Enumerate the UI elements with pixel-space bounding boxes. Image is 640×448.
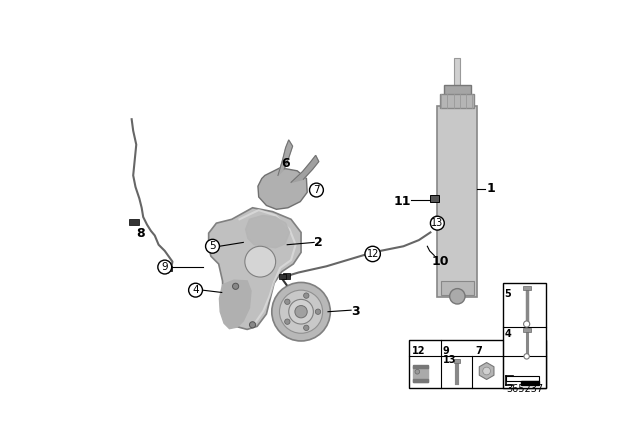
FancyBboxPatch shape <box>503 283 546 388</box>
FancyBboxPatch shape <box>523 286 531 290</box>
Circle shape <box>524 321 530 327</box>
Polygon shape <box>520 381 539 385</box>
Polygon shape <box>246 215 289 248</box>
Text: 7: 7 <box>313 185 320 195</box>
Text: 8: 8 <box>136 228 145 241</box>
FancyBboxPatch shape <box>164 266 172 271</box>
Circle shape <box>310 183 323 197</box>
FancyBboxPatch shape <box>279 274 285 280</box>
Polygon shape <box>220 280 251 329</box>
Circle shape <box>285 319 290 324</box>
Circle shape <box>232 283 239 289</box>
Text: 12: 12 <box>412 346 426 356</box>
Circle shape <box>245 246 276 277</box>
Circle shape <box>272 282 330 341</box>
Polygon shape <box>413 379 428 382</box>
Text: 12: 12 <box>367 249 379 259</box>
FancyBboxPatch shape <box>129 220 140 225</box>
Circle shape <box>431 216 444 230</box>
Circle shape <box>289 299 314 324</box>
Circle shape <box>524 353 529 359</box>
FancyBboxPatch shape <box>454 58 460 87</box>
Circle shape <box>303 325 309 331</box>
Circle shape <box>450 289 465 304</box>
Text: 4: 4 <box>504 329 511 340</box>
Text: 5: 5 <box>504 289 511 299</box>
Text: 5: 5 <box>209 241 216 251</box>
FancyBboxPatch shape <box>444 85 471 96</box>
Polygon shape <box>506 375 539 381</box>
Circle shape <box>295 306 307 318</box>
FancyBboxPatch shape <box>409 340 546 388</box>
Polygon shape <box>209 208 301 329</box>
Polygon shape <box>413 366 428 382</box>
Polygon shape <box>258 168 307 209</box>
Text: 1: 1 <box>486 182 495 195</box>
Text: 9: 9 <box>443 346 449 356</box>
Circle shape <box>205 239 220 253</box>
Polygon shape <box>291 155 319 182</box>
FancyBboxPatch shape <box>440 94 474 108</box>
Text: 4: 4 <box>192 285 199 295</box>
Circle shape <box>189 283 202 297</box>
Circle shape <box>365 246 380 262</box>
Text: 3: 3 <box>351 305 360 318</box>
Circle shape <box>158 260 172 274</box>
Text: 10: 10 <box>431 255 449 268</box>
FancyBboxPatch shape <box>441 281 474 295</box>
FancyBboxPatch shape <box>429 195 439 202</box>
Text: 365237: 365237 <box>506 384 543 394</box>
Circle shape <box>415 370 420 374</box>
Circle shape <box>250 322 255 328</box>
Circle shape <box>280 290 323 333</box>
Circle shape <box>316 309 321 314</box>
Text: 6: 6 <box>282 157 290 170</box>
Circle shape <box>303 293 309 298</box>
FancyBboxPatch shape <box>437 106 477 297</box>
Text: 13: 13 <box>443 355 456 365</box>
Text: 7: 7 <box>476 346 483 356</box>
Text: 9: 9 <box>161 262 168 272</box>
Circle shape <box>483 367 490 375</box>
Text: 13: 13 <box>431 218 444 228</box>
Circle shape <box>285 299 290 305</box>
Text: 2: 2 <box>314 236 323 249</box>
Text: 11: 11 <box>393 195 411 208</box>
FancyBboxPatch shape <box>284 273 291 279</box>
FancyBboxPatch shape <box>523 328 531 332</box>
Polygon shape <box>278 140 292 176</box>
Polygon shape <box>413 365 428 368</box>
FancyBboxPatch shape <box>454 359 460 362</box>
